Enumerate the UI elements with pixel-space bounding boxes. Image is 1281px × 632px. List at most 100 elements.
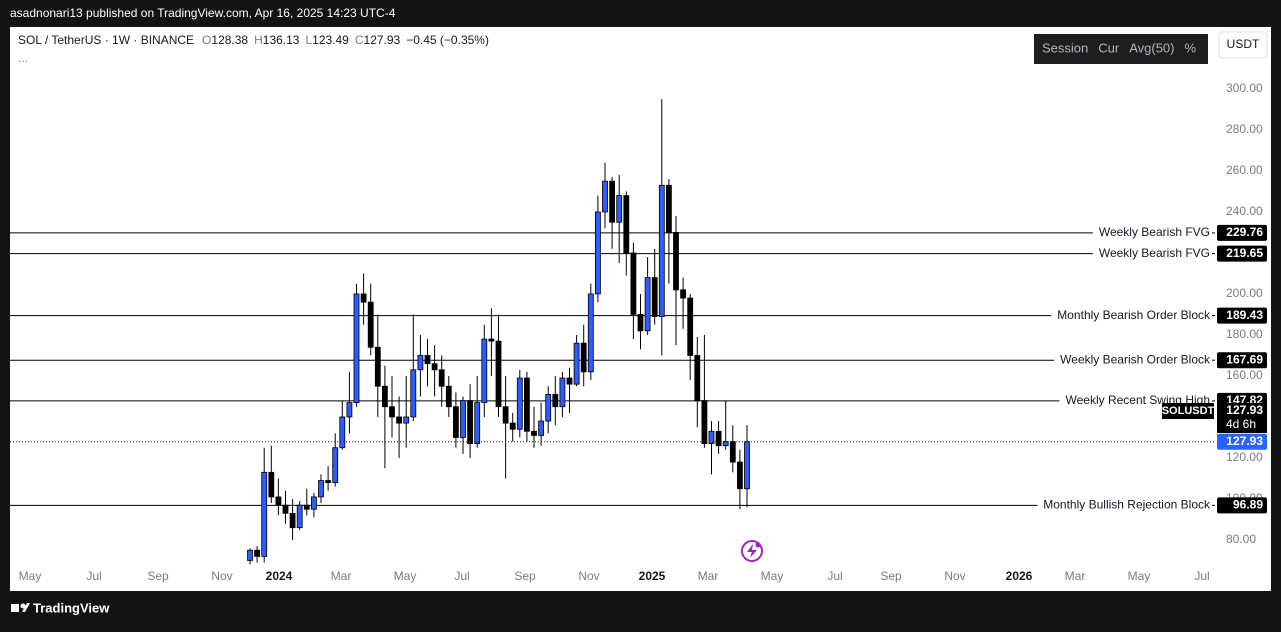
candle-body	[346, 402, 353, 418]
x-axis-label: May	[761, 569, 784, 583]
y-tick-label: 120.00	[1226, 450, 1263, 464]
last-price-box	[1217, 433, 1267, 450]
candle-body	[580, 342, 587, 373]
candle-body	[367, 301, 374, 348]
symbol-box	[1162, 403, 1214, 419]
candle-body	[438, 369, 445, 387]
footer-brand: TradingView	[33, 600, 110, 615]
y-tick-label: 160.00	[1226, 368, 1263, 382]
lightning-icon	[741, 540, 763, 562]
candle-body	[431, 363, 438, 371]
level-label: Weekly Bearish FVG	[1099, 246, 1210, 260]
candle-body	[666, 184, 672, 233]
candle-body	[410, 369, 417, 418]
level-value-box	[1217, 497, 1267, 514]
toolbar-bg	[1034, 34, 1208, 64]
x-axis-label: Jul	[86, 569, 101, 583]
candle-body	[637, 314, 644, 332]
y-tick-label: 300.00	[1226, 81, 1263, 95]
level-label: Weekly Bearish FVG	[1099, 225, 1210, 239]
candle-body	[573, 342, 580, 385]
level-label: Weekly Bearish Order Block	[1060, 352, 1211, 366]
level-value-box	[1217, 307, 1267, 324]
legend-change: −0.45 (−0.35%)	[406, 33, 489, 47]
candle-body	[609, 180, 615, 223]
candle-body	[261, 471, 268, 557]
candle-body	[729, 441, 736, 463]
candle-body	[474, 402, 481, 445]
candle-body	[722, 441, 729, 447]
candle-body	[268, 471, 275, 498]
x-axis-label: Nov	[578, 569, 599, 583]
candle-body	[247, 549, 253, 561]
candle-body	[254, 549, 261, 557]
level-value-box	[1217, 224, 1267, 241]
candle-body	[296, 504, 303, 529]
candle-body	[587, 293, 594, 373]
y-tick-label: 80.00	[1226, 532, 1256, 546]
x-axis-label: Sep	[514, 569, 536, 583]
candle-body	[559, 377, 566, 408]
candle-body	[275, 496, 282, 506]
x-axis-label: 2024	[266, 569, 293, 583]
candle-body	[673, 232, 679, 291]
candle-body	[502, 406, 509, 424]
candle-body	[623, 195, 630, 254]
candle-body	[516, 377, 523, 430]
x-axis-label: May	[1128, 569, 1151, 583]
y-tick-label: 260.00	[1226, 163, 1263, 177]
symbol-label: SOLUSDT	[1162, 405, 1215, 417]
legend-value: 123.49	[312, 33, 349, 47]
candle-body	[332, 447, 339, 483]
legend-value: 136.13	[263, 33, 300, 47]
price-label: 127.93	[1226, 403, 1263, 417]
currency-button[interactable]: USDT	[1227, 37, 1260, 51]
candle-body	[374, 346, 381, 387]
y-tick-label: 180.00	[1226, 327, 1263, 341]
x-axis-label: Mar	[1065, 569, 1086, 583]
countdown: 4d 6h	[1226, 417, 1256, 431]
candle-body	[495, 340, 502, 408]
x-axis-label: Sep	[880, 569, 902, 583]
last-price-label: 127.93	[1226, 434, 1263, 448]
candle-body	[552, 394, 559, 408]
candle-body	[389, 406, 395, 418]
candle-body	[310, 496, 317, 510]
candle-body	[715, 430, 722, 447]
x-axis-label: Nov	[944, 569, 965, 583]
candle-body	[452, 406, 459, 438]
candle-body	[658, 184, 665, 317]
candle-body	[509, 422, 516, 430]
candle-body	[680, 289, 686, 299]
candle-body	[403, 416, 410, 424]
candle-body	[303, 504, 310, 510]
candle-body	[481, 338, 488, 404]
toolbar-button[interactable]: Cur	[1098, 40, 1120, 55]
level-label-bg	[1040, 498, 1213, 513]
legend-key: H	[254, 33, 263, 47]
candle-body	[630, 252, 637, 315]
x-axis-label: 2026	[1006, 569, 1033, 583]
toolbar-button[interactable]: %	[1185, 40, 1197, 55]
candle-body	[545, 394, 552, 422]
candle-body	[566, 377, 573, 385]
legend-more: ...	[18, 51, 28, 65]
candle-body	[339, 416, 346, 449]
candle-body	[289, 512, 296, 529]
candle-body	[460, 400, 466, 438]
level-label-bg	[1095, 225, 1213, 240]
candle-body	[381, 385, 388, 408]
x-axis-label: Nov	[211, 569, 232, 583]
toolbar-button[interactable]: Session	[1042, 40, 1088, 55]
y-tick-label: 240.00	[1226, 204, 1263, 218]
candle-body	[445, 385, 452, 408]
candle-body	[353, 293, 360, 404]
level-label: Monthly Bearish Order Block	[1057, 308, 1211, 322]
toolbar-button[interactable]: Avg(50)	[1129, 40, 1174, 55]
candle-body	[602, 180, 608, 213]
legend-value: 128.38	[211, 33, 248, 47]
level-label-bg	[1057, 353, 1213, 368]
candle-body	[694, 355, 701, 401]
x-axis-label: Mar	[331, 569, 352, 583]
